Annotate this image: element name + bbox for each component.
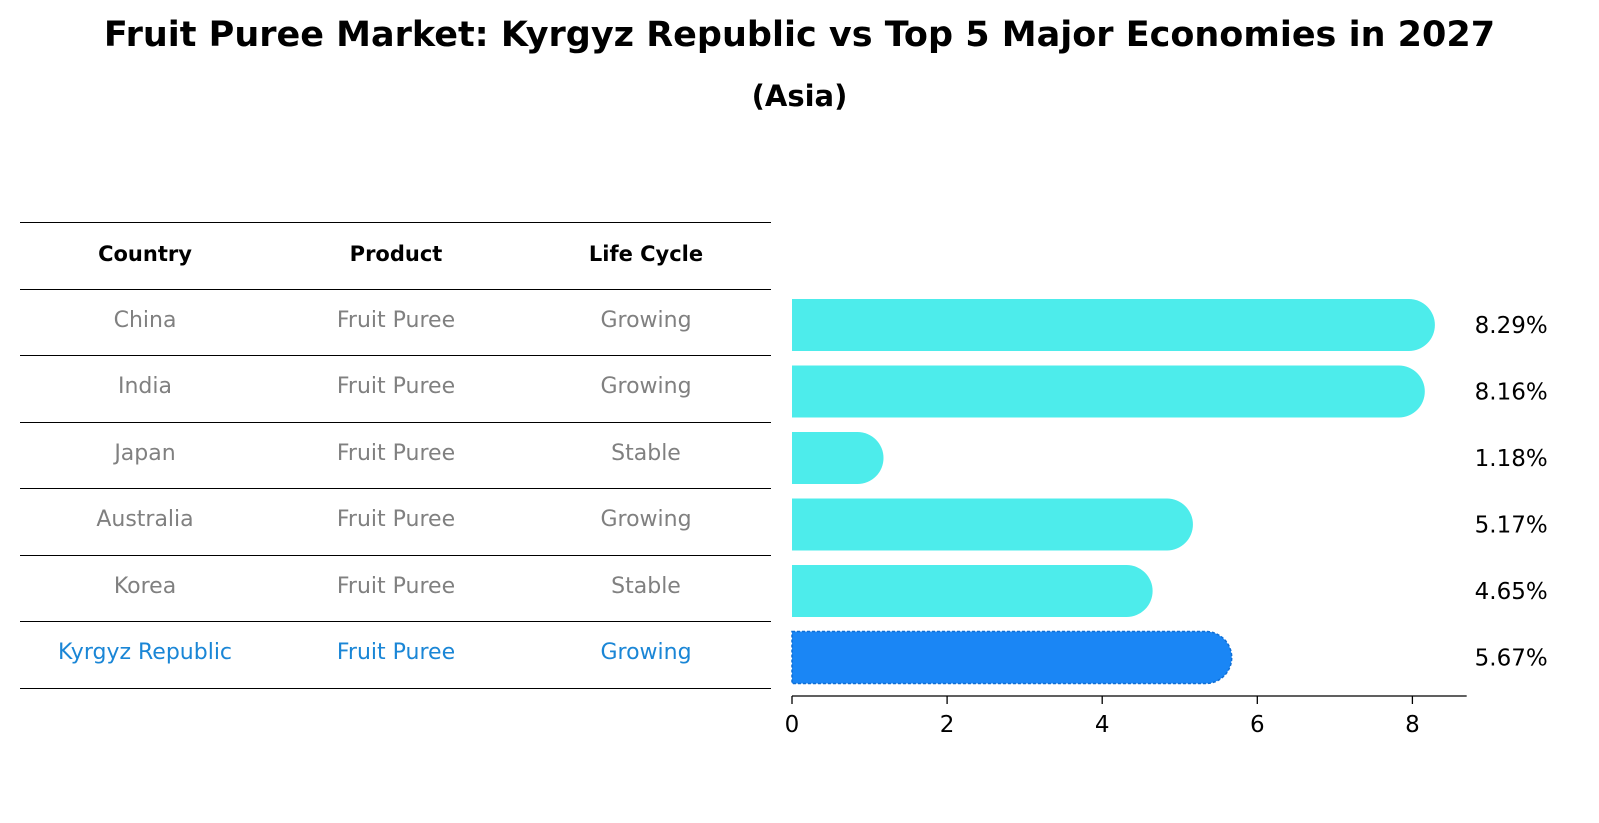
table-rule	[20, 288, 771, 290]
x-tick-label: 6	[1250, 712, 1265, 738]
table-cell-country: Japan	[114, 440, 176, 466]
table-cell-country: India	[118, 374, 172, 400]
table-rule	[20, 554, 771, 556]
data-label: 5.67%	[1475, 646, 1548, 672]
table-cell-country: Australia	[96, 507, 194, 533]
table-rule	[20, 621, 771, 622]
table-cell-life-cycle: Stable	[611, 573, 681, 599]
table-cell-country: Korea	[113, 573, 177, 599]
data-label: 4.65%	[1475, 579, 1548, 605]
table-rule	[20, 488, 771, 489]
highlight-bar	[791, 630, 1233, 685]
x-tick-label: 2	[940, 712, 955, 738]
table-cell-product: Fruit Puree	[336, 374, 456, 400]
data-label: 1.18%	[1475, 446, 1548, 472]
table-cell-product: Fruit Puree	[336, 640, 456, 666]
table-rule	[20, 421, 771, 423]
bar	[792, 498, 1193, 551]
data-label: 8.16%	[1475, 380, 1548, 406]
table-cell-country: Kyrgyz Republic	[57, 640, 233, 666]
table-cell-product: Fruit Puree	[336, 507, 456, 533]
bar	[792, 565, 1153, 617]
bar	[792, 432, 884, 484]
table-header-cell: Country	[98, 242, 192, 267]
table-rule	[20, 355, 771, 356]
chart-title: Fruit Puree Market: Kyrgyz Republic vs T…	[103, 15, 1496, 55]
bar	[792, 365, 1425, 418]
table-cell-product: Fruit Puree	[336, 307, 456, 333]
x-tick-label: 4	[1095, 712, 1110, 738]
table-cell-life-cycle: Growing	[600, 507, 692, 533]
table-rule	[20, 222, 771, 223]
table-cell-life-cycle: Growing	[600, 374, 692, 400]
table-cell-life-cycle: Growing	[600, 640, 692, 666]
x-tick-label: 8	[1405, 712, 1420, 738]
table-header-cell: Product	[349, 242, 443, 267]
data-label: 5.17%	[1475, 513, 1548, 539]
x-tick-label: 0	[785, 712, 800, 738]
table-cell-country: China	[113, 307, 177, 333]
chart-subtitle: (Asia)	[751, 79, 848, 113]
table-header-cell: Life Cycle	[588, 242, 704, 267]
table-cell-product: Fruit Puree	[336, 573, 456, 599]
table-cell-life-cycle: Growing	[600, 307, 692, 333]
data-label: 8.29%	[1475, 313, 1548, 339]
table-cell-life-cycle: Stable	[611, 440, 681, 466]
table-rule	[20, 687, 771, 689]
table-cell-product: Fruit Puree	[336, 440, 456, 466]
bar	[792, 299, 1435, 351]
